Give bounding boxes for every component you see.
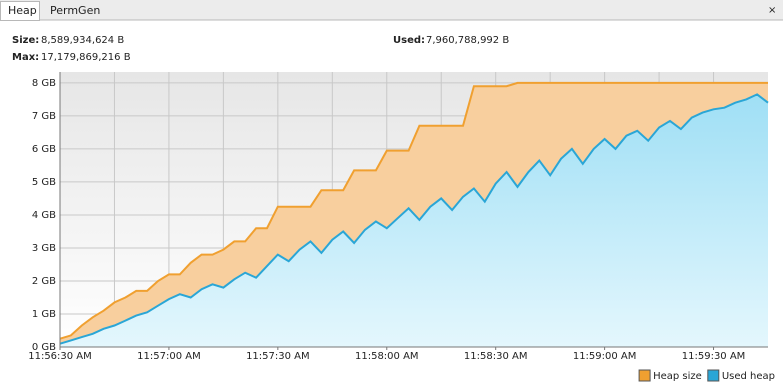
tab-bar — [0, 0, 783, 20]
x-tick-label: 11:56:30 AM — [28, 351, 92, 362]
y-tick-label: 3 GB — [32, 243, 56, 254]
stat-label: Max: — [12, 52, 39, 63]
y-tick-label: 4 GB — [32, 210, 56, 221]
legend-label: Heap size — [653, 371, 702, 382]
legend-label: Used heap — [722, 371, 775, 382]
tab[interactable]: PermGen — [50, 4, 100, 17]
line — [59, 81, 768, 340]
y-tick-label: 7 GB — [32, 111, 56, 122]
x-tick-label: 11:57:00 AM — [137, 351, 201, 362]
tab-active[interactable] — [0, 1, 40, 21]
area — [60, 94, 768, 348]
stat-label: Used: — [393, 35, 425, 46]
stat-value: 17,179,869,216 B — [41, 52, 131, 63]
x-tick-label: 11:58:00 AM — [355, 351, 419, 362]
x-tick-label: 11:57:30 AM — [246, 351, 310, 362]
y-tick-label: 6 GB — [32, 144, 56, 155]
y-tick-label: 8 GB — [32, 78, 56, 89]
stat-label: Size: — [12, 35, 39, 46]
legend-swatch — [707, 369, 720, 382]
y-tick-label: 1 GB — [32, 309, 56, 320]
tab[interactable]: Heap — [8, 4, 37, 17]
x-tick-label: 11:59:00 AM — [573, 351, 637, 362]
x-tick-label: 11:58:30 AM — [464, 351, 528, 362]
y-tick-label: 0 GB — [32, 342, 56, 353]
legend-swatch — [638, 369, 651, 382]
y-tick-label: 5 GB — [32, 177, 56, 188]
x-tick-label: 11:59:30 AM — [682, 351, 746, 362]
stat-value: 7,960,788,992 B — [426, 35, 509, 46]
y-tick-label: 2 GB — [32, 276, 56, 287]
line — [59, 93, 769, 345]
stat-value: 8,589,934,624 B — [41, 35, 124, 46]
close-button[interactable]: × — [768, 5, 776, 16]
